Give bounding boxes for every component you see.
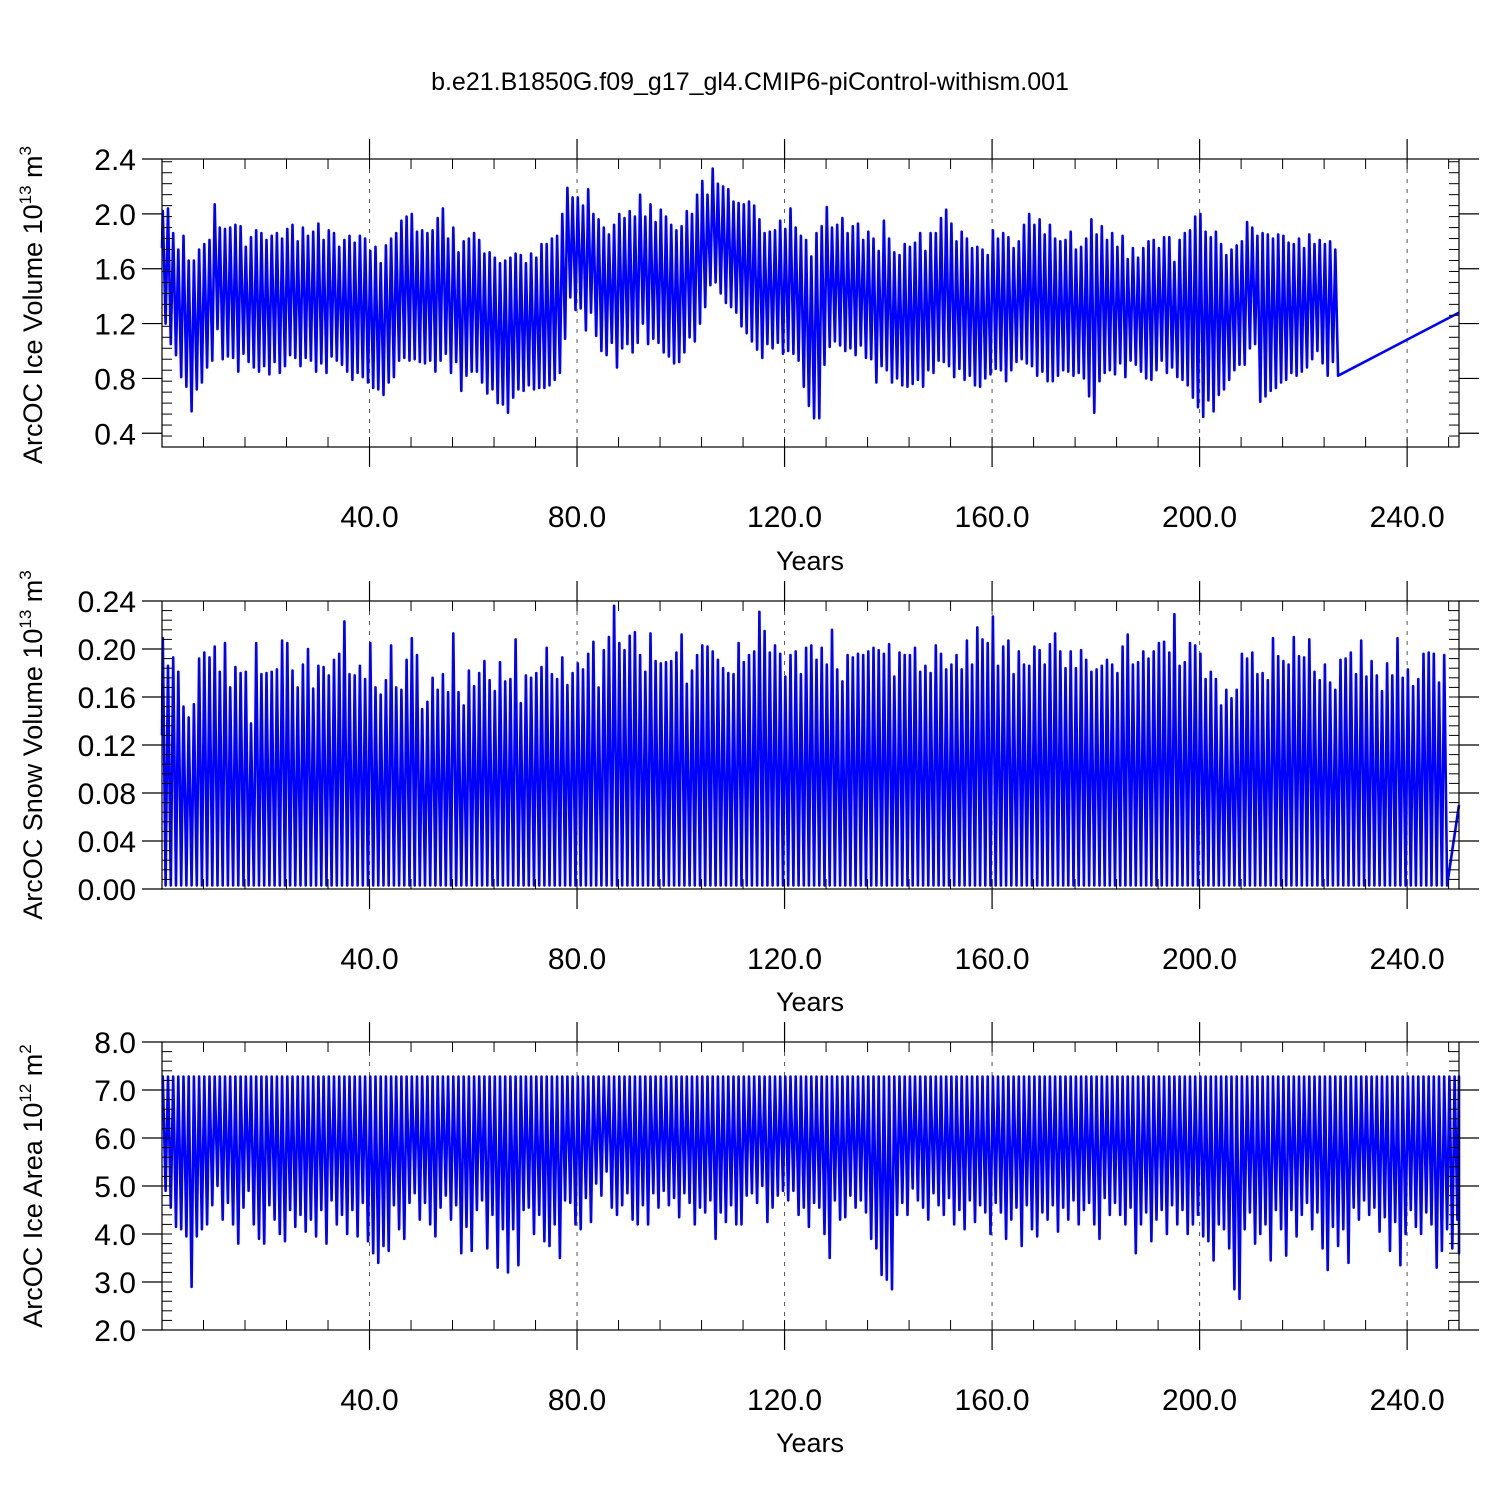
x-tick-label: 80.0 (548, 1384, 606, 1417)
x-tick-label: 40.0 (340, 943, 398, 976)
x-tick-label: 120.0 (747, 501, 822, 534)
y-tick-label: 8.0 (94, 1027, 136, 1060)
ice-volume-x-axis-label: Years (776, 546, 844, 576)
ice-area-y-axis-label: ArcOC Ice Area 1012 m2 (16, 1044, 48, 1328)
y-tick-label: 0.12 (78, 730, 136, 763)
y-tick-label: 1.2 (94, 309, 136, 342)
ice-volume-y-axis-label: ArcOC Ice Volume 1013 m3 (16, 146, 48, 464)
y-tick-label: 0.08 (78, 778, 136, 811)
plot-frame (161, 158, 1460, 448)
x-tick-label: 120.0 (747, 943, 822, 976)
y-tick-label: 0.16 (78, 682, 136, 715)
y-tick-label: 2.4 (94, 144, 136, 177)
y-tick-label: 0.00 (78, 874, 136, 907)
snow-volume-y-axis-label: ArcOC Snow Volume 1013 m3 (16, 570, 48, 920)
y-tick-label: 2.0 (94, 199, 136, 232)
x-tick-label: 240.0 (1370, 1384, 1445, 1417)
x-tick-label: 200.0 (1162, 943, 1237, 976)
x-tick-label: 240.0 (1370, 501, 1445, 534)
y-tick-label: 5.0 (94, 1171, 136, 1204)
snow-volume-panel: ArcOC Snow Volume 1013 m3 Years 0.00 0.04… (16, 570, 1479, 1017)
x-tick-label: 160.0 (955, 501, 1030, 534)
series-line (160, 604, 1461, 887)
y-tick-label: 7.0 (94, 1075, 136, 1108)
ice-volume-panel: ArcOC Ice Volume 1013 m3 Years 0.4 0.8 1.2… (16, 139, 1479, 576)
y-tick-label: 6.0 (94, 1123, 136, 1156)
y-tick-label: 0.24 (78, 586, 136, 619)
x-tick-label: 120.0 (747, 1384, 822, 1417)
y-tick-label: 0.4 (94, 418, 136, 451)
x-tick-label: 160.0 (955, 1384, 1030, 1417)
x-tick-label: 200.0 (1162, 1384, 1237, 1417)
x-tick-label: 200.0 (1162, 501, 1237, 534)
y-tick-label: 0.04 (78, 826, 136, 859)
y-tick-label: 2.0 (94, 1315, 136, 1348)
x-tick-label: 80.0 (548, 501, 606, 534)
ice-area-x-axis-label: Years (776, 1428, 844, 1458)
snow-volume-x-axis-label: Years (776, 987, 844, 1017)
ice-area-panel: ArcOC Ice Area 1012 m2 Years 2.0 3.0 4.0 5.… (16, 1022, 1479, 1458)
x-tick-label: 40.0 (340, 1384, 398, 1417)
x-tick-label: 160.0 (955, 943, 1030, 976)
x-tick-label: 80.0 (548, 943, 606, 976)
series-line (160, 167, 1460, 420)
y-tick-label: 1.6 (94, 254, 136, 287)
figure-title: b.e21.B1850G.f09_g17_gl4.CMIP6-piControl… (431, 68, 1069, 96)
y-tick-label: 4.0 (94, 1219, 136, 1252)
y-tick-label: 0.20 (78, 634, 136, 667)
y-tick-label: 3.0 (94, 1267, 136, 1300)
x-tick-label: 40.0 (340, 501, 398, 534)
x-tick-label: 240.0 (1370, 943, 1445, 976)
y-tick-label: 0.8 (94, 363, 136, 396)
series-line (161, 1075, 1461, 1301)
